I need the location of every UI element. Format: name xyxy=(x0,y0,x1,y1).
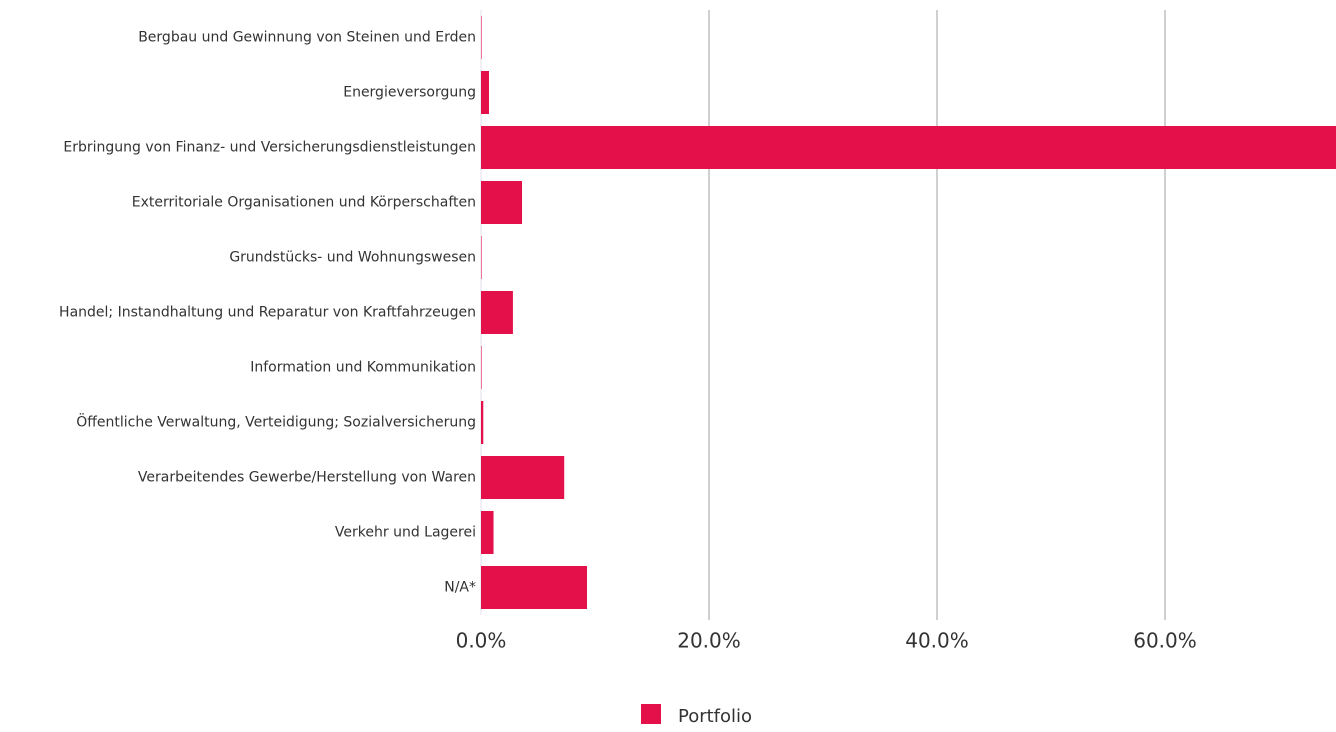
bar xyxy=(481,346,482,389)
legend-swatch xyxy=(641,704,661,724)
x-tick-label: 20.0% xyxy=(677,629,741,653)
y-tick-label: Information und Kommunikation xyxy=(250,360,476,376)
bar xyxy=(481,566,588,609)
bar xyxy=(481,126,1336,169)
x-tick-label: 40.0% xyxy=(905,629,969,653)
x-tick-label: 60.0% xyxy=(1133,629,1197,653)
bar xyxy=(481,181,523,224)
y-tick-label: Verkehr und Lagerei xyxy=(335,525,476,541)
y-tick-label: Energieversorgung xyxy=(343,85,476,101)
y-tick-label: Öffentliche Verwaltung, Verteidigung; So… xyxy=(76,413,476,431)
y-tick-label: Handel; Instandhaltung und Reparatur von… xyxy=(59,305,476,321)
y-tick-label: Erbringung von Finanz- und Versicherungs… xyxy=(63,140,476,156)
y-tick-label: Exterritoriale Organisationen und Körper… xyxy=(132,195,476,211)
bar xyxy=(481,16,482,59)
y-tick-label: Verarbeitendes Gewerbe/Herstellung von W… xyxy=(138,470,476,486)
bar xyxy=(481,456,565,499)
bar xyxy=(481,236,482,279)
legend-label: Portfolio xyxy=(678,706,752,727)
bar xyxy=(481,291,513,334)
x-tick-label: 0.0% xyxy=(456,629,507,653)
bar xyxy=(481,401,484,444)
bar xyxy=(481,71,489,114)
bar xyxy=(481,511,494,554)
y-tick-label: N/A* xyxy=(444,580,476,596)
y-tick-label: Grundstücks- und Wohnungswesen xyxy=(229,250,476,266)
y-tick-label: Bergbau und Gewinnung von Steinen und Er… xyxy=(138,30,476,46)
